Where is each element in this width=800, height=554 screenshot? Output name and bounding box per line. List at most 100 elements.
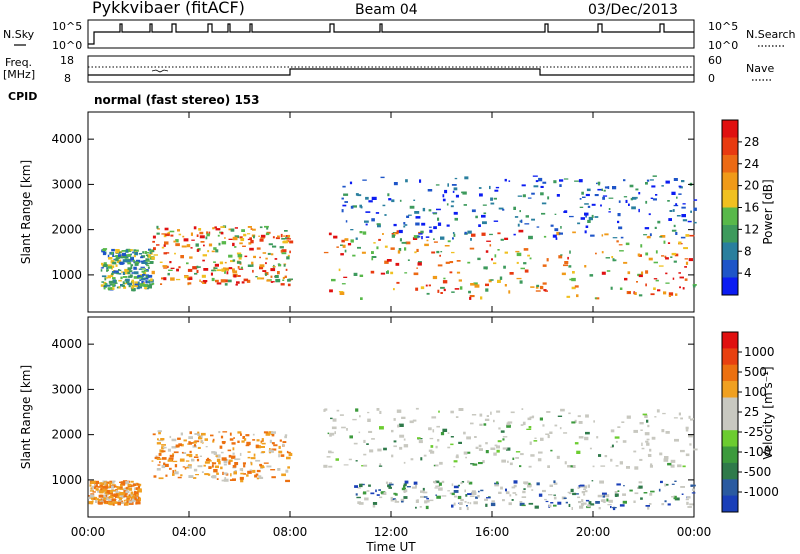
- velocity-echo-cell: [579, 485, 584, 488]
- velocity-echo-cell: [126, 486, 130, 490]
- power-echo-cell: [433, 238, 435, 240]
- velocity-echo-cell: [469, 502, 472, 505]
- velocity-echo-cell: [323, 464, 328, 468]
- power-echo-cell: [278, 264, 282, 267]
- power-echo-cell: [252, 228, 256, 231]
- velocity-echo-cell: [453, 466, 456, 468]
- power-echo-cell: [236, 252, 242, 255]
- velocity-echo-cell: [116, 486, 119, 489]
- power-echo-cell: [286, 238, 291, 240]
- velocity-echo-cell: [125, 487, 128, 489]
- power-echo-cell: [376, 246, 379, 250]
- power-echo-cell: [453, 187, 458, 191]
- power-echo-cell: [673, 178, 678, 181]
- power-echo-cell: [221, 241, 227, 245]
- velocity-echo-cell: [568, 492, 572, 495]
- velocity-echo-cell: [581, 491, 585, 494]
- power-echo-cell: [169, 230, 175, 233]
- velocity-echo-cell: [91, 485, 95, 489]
- power-echo-cell: [480, 296, 483, 300]
- power-echo-cell: [452, 232, 455, 234]
- power-echo-cell: [617, 213, 621, 217]
- power-echo-cell: [474, 284, 480, 288]
- velocity-echo-cell: [548, 494, 553, 496]
- power-echo-cell: [426, 239, 429, 242]
- velocity-echo-cell: [463, 431, 466, 435]
- power-echo-cell: [118, 286, 121, 289]
- power-echo-cell: [522, 194, 526, 198]
- velocity-echo-cell: [396, 409, 402, 413]
- velocity-echo-cell: [180, 474, 183, 477]
- power-echo-cell: [574, 285, 579, 288]
- power-echo-cell: [168, 269, 173, 271]
- power-echo-cell: [140, 268, 144, 270]
- power-echo-cell: [671, 252, 677, 256]
- x-tick-label: 12:00: [374, 525, 409, 539]
- velocity-echo-cell: [511, 499, 514, 501]
- power-echo-cell: [468, 290, 471, 294]
- velocity-echo-cell: [441, 480, 445, 484]
- power-echo-cell: [477, 257, 481, 261]
- velocity-echo-cell: [228, 461, 231, 465]
- power-echo-cell: [110, 261, 114, 264]
- velocity-ylabel: Slant Range [km]: [19, 365, 33, 469]
- power-echo-cell: [259, 264, 265, 268]
- velocity-echo-cell: [556, 455, 560, 459]
- velocity-echo-cell: [634, 466, 639, 470]
- power-echo-cell: [224, 261, 227, 264]
- velocity-echo-cell: [260, 440, 264, 442]
- power-colorbar-segment: [722, 155, 738, 173]
- power-echo-cell: [513, 233, 516, 236]
- power-echo-cell: [230, 228, 235, 232]
- power-echo-cell: [128, 270, 133, 272]
- power-echo-cell: [415, 216, 421, 219]
- power-echo-cell: [504, 178, 507, 182]
- velocity-echo-cell: [180, 432, 183, 436]
- velocity-echo-cell: [102, 489, 107, 492]
- velocity-echo-cell: [648, 454, 652, 457]
- velocity-echo-cell: [441, 495, 447, 497]
- velocity-echo-cell: [215, 455, 218, 457]
- velocity-echo-cell: [404, 489, 408, 493]
- power-echo-cell: [645, 252, 649, 256]
- velocity-echo-cell: [413, 481, 418, 485]
- velocity-echo-cell: [100, 482, 105, 486]
- power-echo-cell: [115, 249, 120, 252]
- power-echo-cell: [124, 268, 130, 273]
- velocity-echo-cell: [265, 432, 271, 436]
- power-echo-cell: [469, 295, 475, 298]
- velocity-echo-cell: [605, 494, 610, 498]
- power-echo-cell: [371, 256, 377, 258]
- velocity-echo-cell: [590, 503, 595, 506]
- power-echo-cell: [145, 277, 149, 280]
- velocity-echo-cell: [511, 486, 516, 489]
- power-echo-cell: [199, 235, 205, 239]
- velocity-echo-cell: [571, 421, 576, 424]
- velocity-echo-cell: [228, 459, 233, 462]
- power-echo-cell: [289, 240, 294, 244]
- power-colorbar-segment: [722, 225, 738, 243]
- power-echo-cell: [202, 259, 205, 262]
- velocity-echo-cell: [225, 459, 228, 462]
- power-echo-cell: [101, 281, 105, 283]
- velocity-colorbar-segment: [722, 332, 738, 349]
- velocity-echo-cell: [475, 496, 478, 499]
- velocity-echo-cell: [211, 451, 216, 454]
- power-echo-cell: [443, 277, 446, 280]
- power-echo-cell: [142, 251, 145, 254]
- velocity-echo-cell: [490, 447, 496, 450]
- velocity-echo-cell: [185, 460, 190, 462]
- velocity-echo-cell: [188, 465, 192, 469]
- power-echo-cell: [563, 264, 568, 267]
- velocity-echo-cell: [470, 422, 474, 425]
- power-echo-cell: [508, 180, 511, 182]
- power-echo-cell: [516, 277, 522, 280]
- velocity-echo-cell: [553, 482, 558, 485]
- power-echo-cell: [133, 255, 136, 258]
- velocity-echo-cell: [210, 434, 214, 437]
- velocity-echo-cell: [188, 475, 194, 478]
- velocity-echo-cell: [197, 446, 201, 449]
- power-echo-cell: [236, 275, 241, 277]
- velocity-colorbar-tick-label: 1000: [744, 345, 775, 359]
- velocity-echo-cell: [98, 500, 103, 503]
